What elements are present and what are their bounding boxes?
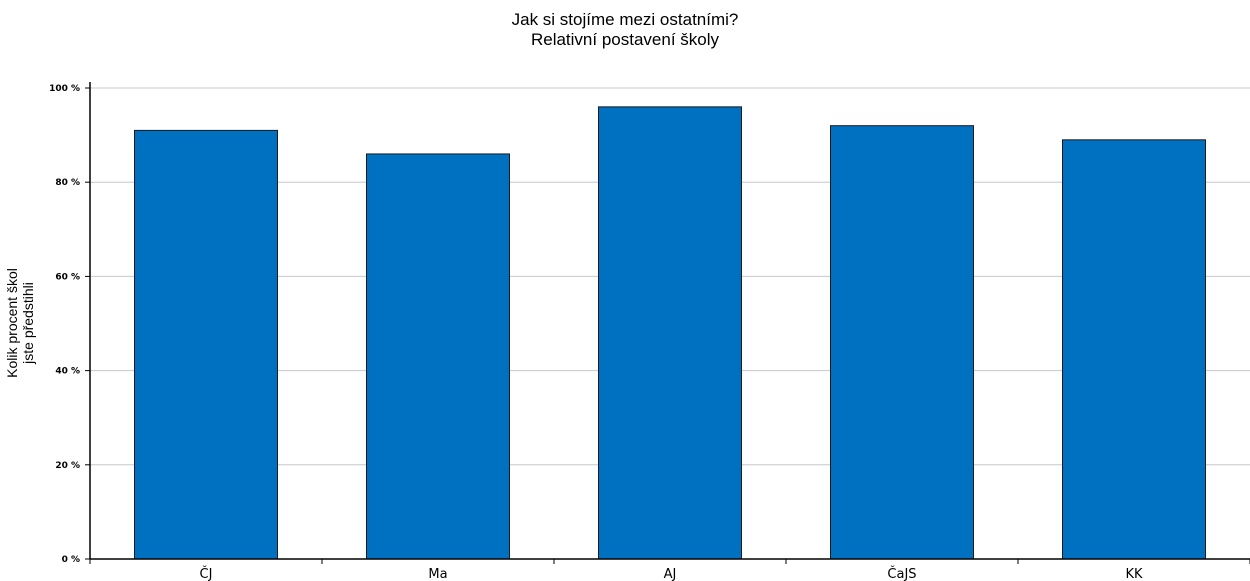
bar [366,153,510,560]
bar [1062,139,1206,560]
bar [830,125,974,560]
x-category-label: AJ [664,567,677,581]
chart-title: Jak si stojíme mezi ostatními? [511,10,739,29]
y-tick-label: 40 % [55,367,80,377]
x-category-label: KK [1125,567,1143,581]
y-tick-label: 80 % [55,178,80,188]
bar [598,106,742,560]
x-category-label: ČaJS [887,566,916,581]
bar [134,129,278,560]
x-category-label: Ma [428,567,447,581]
chart-subtitle: Relativní postavení školy [530,30,720,49]
y-tick-label: 60 % [55,272,80,282]
x-category-label: ČJ [200,566,213,581]
y-tick-label: 20 % [55,461,80,471]
y-tick-label: 0 % [62,555,80,565]
y-tick-label: 100 % [49,84,80,94]
